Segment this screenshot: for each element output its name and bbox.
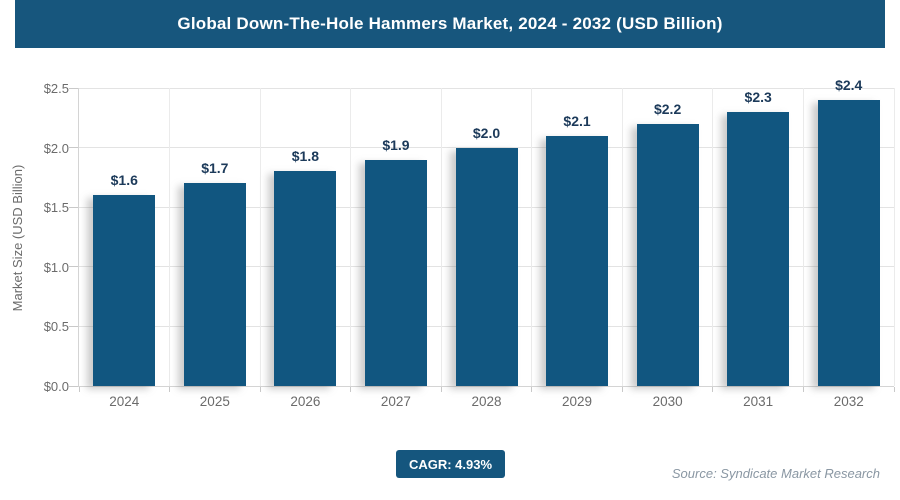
bar-2030 bbox=[636, 123, 699, 386]
x-axis-label-2032: 2032 bbox=[833, 394, 864, 409]
y-tick-label: $0.0 bbox=[43, 379, 69, 394]
chart-title-bar: Global Down-The-Hole Hammers Market, 202… bbox=[15, 0, 885, 48]
x-axis-label-2031: 2031 bbox=[743, 394, 774, 409]
chart-title: Global Down-The-Hole Hammers Market, 202… bbox=[177, 14, 723, 33]
y-tick-mark bbox=[69, 87, 78, 89]
y-tick-mark bbox=[69, 325, 78, 327]
x-axis-label-2028: 2028 bbox=[471, 394, 502, 409]
y-tick-mark bbox=[69, 206, 78, 208]
bar-2032 bbox=[817, 99, 880, 386]
x-gridline bbox=[440, 88, 442, 386]
y-gridline bbox=[79, 147, 894, 149]
x-tick-mark bbox=[350, 387, 352, 392]
x-axis-label-2024: 2024 bbox=[109, 394, 140, 409]
x-axis-label-2029: 2029 bbox=[562, 394, 593, 409]
bar-value-label: $2.4 bbox=[835, 76, 863, 93]
x-gridline bbox=[531, 88, 533, 386]
y-tick-mark bbox=[69, 147, 78, 149]
x-gridline bbox=[350, 88, 352, 386]
x-tick-mark bbox=[802, 387, 804, 392]
x-tick-mark bbox=[259, 387, 261, 392]
x-tick-mark bbox=[531, 387, 533, 392]
x-axis-label-2025: 2025 bbox=[199, 394, 230, 409]
bar-2024 bbox=[93, 195, 156, 386]
x-axis-label-2027: 2027 bbox=[380, 394, 411, 409]
bar-value-label: $1.7 bbox=[201, 160, 229, 177]
x-tick-mark bbox=[440, 387, 442, 392]
bar-value-label: $2.0 bbox=[472, 124, 501, 141]
y-tick-label: $0.5 bbox=[43, 319, 69, 335]
x-axis-label-2030: 2030 bbox=[652, 394, 683, 409]
bar-value-label: $1.6 bbox=[110, 172, 138, 189]
bar-2028 bbox=[455, 147, 518, 386]
bar-value-label: $1.9 bbox=[382, 136, 410, 153]
source-attribution: Source: Syndicate Market Research bbox=[671, 466, 880, 481]
x-tick-mark bbox=[621, 387, 623, 392]
x-gridline bbox=[802, 88, 804, 386]
plot-area: $2.5 $2.0 $1.5 $1.0 $0.5 $0.0 $1.6 2024 $1.7 2025… bbox=[44, 77, 895, 409]
x-tick-mark bbox=[712, 387, 714, 392]
x-tick-mark bbox=[169, 387, 171, 392]
x-gridline bbox=[712, 88, 714, 386]
cagr-badge: CAGR: 4.93% bbox=[396, 450, 505, 478]
y-axis-title: Market Size (USD Billion) bbox=[10, 164, 25, 312]
bar-value-label: $2.1 bbox=[563, 112, 591, 129]
y-tick-mark bbox=[69, 385, 78, 387]
x-tick-mark bbox=[893, 387, 895, 392]
x-axis-label-2026: 2026 bbox=[290, 394, 321, 409]
x-gridline bbox=[893, 88, 895, 386]
cagr-label: CAGR: 4.93% bbox=[408, 456, 493, 472]
y-tick-label: $2.0 bbox=[43, 140, 69, 156]
y-tick-label: $1.0 bbox=[43, 259, 69, 275]
x-gridline bbox=[621, 88, 623, 386]
bar-value-label: $2.3 bbox=[744, 88, 772, 105]
x-gridline bbox=[169, 88, 171, 386]
bar-2029 bbox=[546, 135, 609, 386]
bar-2027 bbox=[364, 159, 427, 386]
x-tick-mark bbox=[78, 387, 80, 392]
y-tick-mark bbox=[69, 266, 78, 268]
bar-2025 bbox=[183, 183, 246, 386]
bar-2026 bbox=[274, 171, 337, 386]
y-tick-label: $1.5 bbox=[43, 200, 69, 216]
bar-value-label: $1.8 bbox=[291, 148, 319, 165]
y-gridline bbox=[79, 87, 894, 89]
bar-2031 bbox=[727, 111, 790, 386]
x-gridline bbox=[259, 88, 261, 386]
y-tick-label: $2.5 bbox=[43, 81, 69, 96]
bar-value-label: $2.2 bbox=[653, 100, 682, 117]
